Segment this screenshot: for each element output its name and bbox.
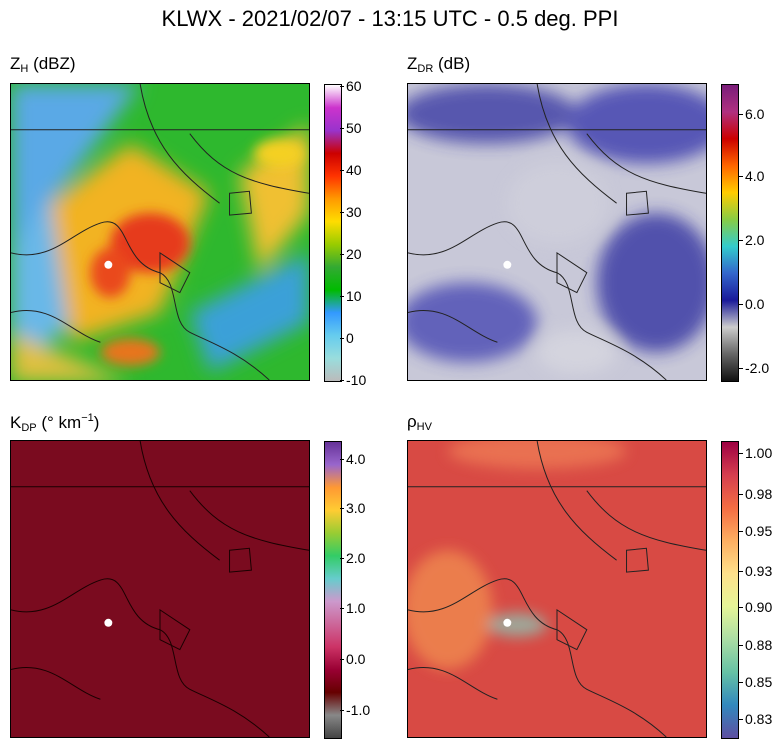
zh-colorbar: [324, 84, 342, 382]
zh-tick: -10: [339, 372, 367, 388]
zdr-radar-image: [407, 83, 707, 381]
zh-tick: 50: [340, 120, 362, 136]
zdr-tick: -2.0: [738, 360, 770, 376]
kdp-tick: 2.0: [339, 550, 366, 566]
zh-tick: 20: [340, 246, 362, 262]
kdp-tick: 4.0: [339, 451, 366, 467]
zh-radar-image: [10, 83, 310, 381]
rhohv-tick: 1.00: [738, 445, 773, 461]
rhohv-tick: 0.83: [738, 711, 773, 727]
kdp-radar-image: [10, 440, 310, 738]
zh-tick: 10: [340, 288, 362, 304]
rhohv-tick: 0.93: [738, 563, 773, 579]
zh-tick: 0: [340, 330, 354, 346]
rhohv-tick: 0.85: [738, 674, 773, 690]
zdr-colorbar: [721, 84, 739, 382]
zdr-tick: 0.0: [738, 296, 765, 312]
zdr-tick: 6.0: [738, 106, 765, 122]
zdr-tick: 4.0: [738, 168, 765, 184]
zh-tick: 60: [340, 78, 362, 94]
zh-tick: 40: [340, 162, 362, 178]
zh-tick: 30: [340, 204, 362, 220]
kdp-tick: 1.0: [339, 600, 366, 616]
zdr-tick: 2.0: [738, 232, 765, 248]
panel-label-kdp: KDP (° km−1): [10, 412, 100, 434]
figure-title: KLWX - 2021/02/07 - 13:15 UTC - 0.5 deg.…: [161, 6, 619, 31]
rhohv-tick: 0.88: [738, 637, 773, 653]
panel-label-rhohv: ρHV: [407, 412, 432, 433]
rhohv-tick: 0.95: [738, 523, 773, 539]
kdp-tick: 0.0: [339, 651, 366, 667]
kdp-tick: -1.0: [339, 702, 371, 718]
panel-label-zh: ZH (dBZ): [10, 54, 76, 75]
rhohv-radar-image: [407, 440, 707, 738]
kdp-colorbar: [324, 441, 342, 739]
rhohv-tick: 0.90: [738, 599, 773, 615]
rhohv-colorbar: [721, 441, 739, 739]
rhohv-tick: 0.98: [738, 486, 773, 502]
kdp-tick: 3.0: [339, 500, 366, 516]
panel-label-zdr: ZDR (dB): [407, 54, 471, 75]
